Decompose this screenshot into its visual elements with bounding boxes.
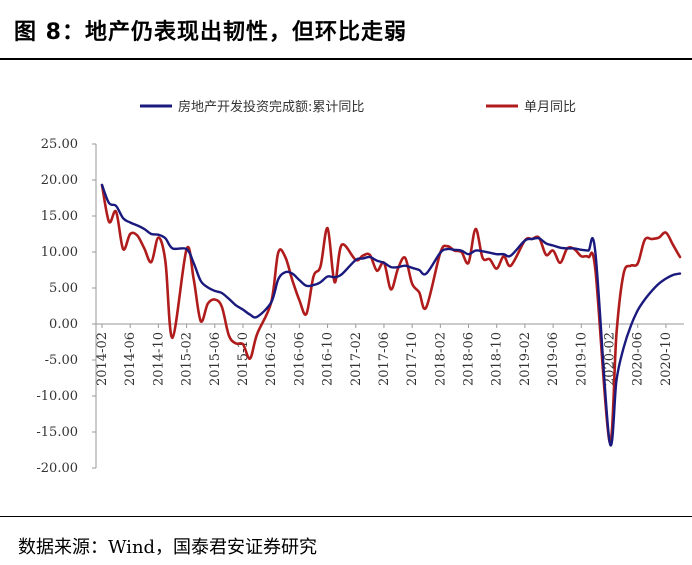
y-tick-label: 10.00 <box>41 245 78 260</box>
x-axis-ticks: 2014-02 2014-06 2014-10 2015-02 2015-06 2015-… <box>95 324 674 386</box>
x-tick-label: 2015-02 <box>180 332 195 386</box>
y-tick-label: 20.00 <box>41 173 78 188</box>
y-tick-label: 25.00 <box>41 137 78 152</box>
x-tick-label: 2019-06 <box>546 332 561 386</box>
x-tick-label: 2016-06 <box>292 332 307 386</box>
x-tick-label: 2020-06 <box>631 332 646 386</box>
x-tick-label: 2016-02 <box>264 332 279 386</box>
figure-title: 图 8：地产仍表现出韧性，但环比走弱 <box>14 20 407 45</box>
y-tick-label: -15.00 <box>36 425 78 440</box>
x-tick-label: 2014-06 <box>123 332 138 386</box>
x-tick-label: 2017-06 <box>377 332 392 386</box>
x-tick-label: 2016-10 <box>321 332 336 386</box>
x-tick-label: 2019-10 <box>574 332 589 386</box>
y-axis-ticks: 25.00 20.00 15.00 10.00 5.00 0.00 -5.00 -10.00 -… <box>36 137 96 476</box>
top-rule <box>0 58 692 60</box>
y-tick-label: 15.00 <box>41 209 78 224</box>
x-tick-label: 2015-10 <box>236 332 251 386</box>
y-tick-label: 0.00 <box>49 317 78 332</box>
x-tick-label: 2014-02 <box>95 332 110 386</box>
y-tick-label: -5.00 <box>45 353 78 368</box>
series-line-cumulative-yoy <box>100 183 682 447</box>
y-tick-label: -20.00 <box>36 461 78 476</box>
x-tick-label: 2018-02 <box>433 332 448 386</box>
x-tick-label: 2017-02 <box>349 332 364 386</box>
legend-label: 房地产开发投资完成额:累计同比 <box>178 99 364 115</box>
y-tick-label: 5.00 <box>49 281 78 296</box>
bottom-rule <box>0 516 692 517</box>
source-note: 数据来源：Wind，国泰君安证券研究 <box>18 537 318 558</box>
series-line-monthly-yoy <box>100 183 682 444</box>
x-tick-label: 2019-02 <box>518 332 533 386</box>
x-tick-label: 2015-06 <box>208 332 223 386</box>
series-layer <box>100 183 682 447</box>
legend: 房地产开发投资完成额:累计同比 单月同比 <box>140 99 576 115</box>
line-chart: 房地产开发投资完成额:累计同比 单月同比 25.00 20.00 15.00 10.00… <box>36 99 684 476</box>
x-tick-label: 2018-10 <box>490 332 505 386</box>
x-tick-label: 2020-10 <box>659 332 674 386</box>
x-tick-label: 2014-10 <box>151 332 166 386</box>
x-tick-label: 2017-10 <box>405 332 420 386</box>
y-tick-label: -10.00 <box>36 389 78 404</box>
legend-label: 单月同比 <box>524 100 576 115</box>
x-tick-label: 2018-06 <box>462 332 477 386</box>
